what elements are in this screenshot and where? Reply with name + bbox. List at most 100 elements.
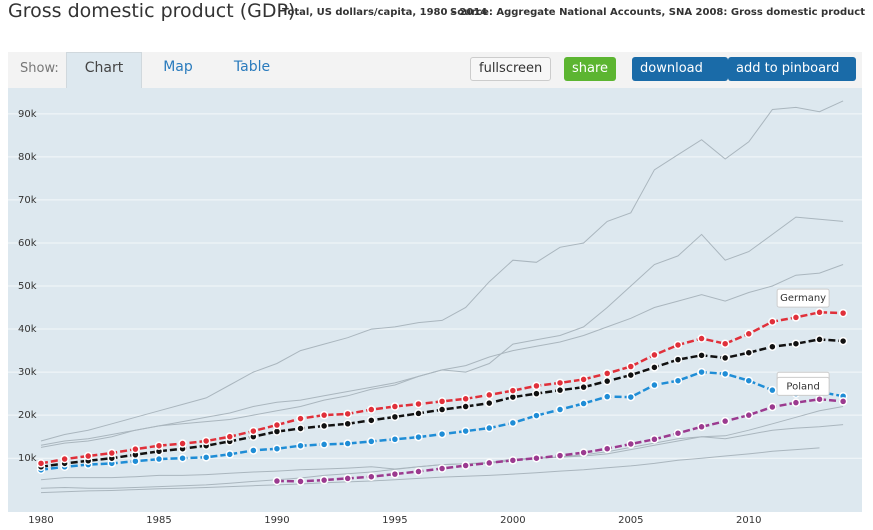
data-point	[815, 335, 824, 344]
data-point	[579, 448, 588, 457]
x-tick-label: 2000	[500, 515, 525, 526]
data-point	[225, 450, 235, 459]
data-point	[626, 362, 636, 371]
y-tick-label: 10k	[18, 453, 37, 464]
show-label: Show:	[20, 61, 59, 76]
data-point	[838, 397, 848, 406]
data-point	[602, 444, 612, 453]
data-point	[296, 424, 305, 433]
data-point	[414, 409, 423, 418]
data-point	[673, 428, 683, 438]
data-point	[83, 451, 93, 461]
toolbar: Show: Chart Map Table fullscreen share d…	[8, 52, 862, 89]
background-line	[40, 447, 820, 494]
data-point	[390, 435, 400, 444]
data-point	[697, 422, 706, 432]
data-point	[579, 382, 588, 392]
data-point	[532, 381, 541, 391]
data-point	[791, 339, 801, 348]
data-point	[602, 369, 612, 378]
series-label: Poland	[786, 381, 819, 392]
x-tick-label: 2010	[736, 515, 761, 526]
data-point	[697, 334, 706, 343]
data-point	[744, 376, 754, 385]
data-point	[815, 394, 824, 404]
y-tick-label: 30k	[18, 367, 37, 378]
source: Source: Aggregate National Accounts, SNA…	[450, 7, 865, 18]
x-tick-label: 1990	[264, 515, 289, 526]
chart-title: Gross domestic product (GDP)	[8, 0, 296, 22]
data-point	[367, 472, 376, 481]
background-line	[40, 264, 844, 448]
data-point	[367, 405, 376, 414]
data-point	[508, 456, 518, 465]
series-label-box	[776, 376, 830, 396]
data-point	[390, 412, 400, 422]
data-point	[768, 317, 777, 326]
data-point	[626, 392, 636, 402]
data-point	[579, 399, 588, 408]
data-point	[673, 355, 683, 364]
data-point	[555, 405, 565, 414]
data-point	[532, 411, 541, 420]
data-point	[36, 459, 46, 468]
chart-subtitle: Total, US dollars/capita, 1980 – 2014	[282, 7, 488, 18]
button[interactable]: share	[564, 57, 617, 81]
data-point	[343, 474, 352, 483]
data-point	[437, 405, 447, 414]
data-point	[461, 461, 470, 470]
data-point	[437, 464, 447, 473]
x-tick-label: 1980	[28, 515, 53, 526]
data-point	[602, 392, 612, 401]
data-point	[343, 409, 352, 419]
data-point	[626, 439, 636, 449]
button[interactable]: fullscreen	[470, 57, 552, 81]
y-tick-label: 50k	[18, 281, 37, 292]
data-point	[791, 398, 801, 407]
data-point	[154, 441, 164, 450]
y-tick-label: 70k	[18, 195, 37, 206]
data-point	[744, 329, 754, 339]
data-point	[319, 410, 329, 420]
data-point	[60, 454, 69, 464]
data-point	[437, 397, 447, 406]
data-point	[343, 439, 352, 448]
data-point	[650, 435, 659, 444]
tab[interactable]: Table	[233, 59, 271, 75]
data-point	[178, 453, 187, 463]
button[interactable]: add to pinboard	[728, 57, 856, 81]
data-point	[838, 308, 848, 318]
data-point	[319, 421, 329, 431]
data-point	[107, 448, 117, 458]
data-point	[720, 353, 730, 363]
tab[interactable]: Map	[163, 59, 193, 75]
data-point	[201, 436, 211, 446]
button[interactable]: download	[632, 57, 728, 81]
data-point	[720, 369, 730, 379]
data-point	[461, 394, 470, 404]
x-tick-label: 2005	[618, 515, 643, 526]
background-line	[40, 100, 844, 442]
data-point	[485, 458, 494, 468]
data-point	[414, 399, 423, 409]
y-tick-label: 90k	[18, 109, 37, 120]
data-point	[532, 453, 541, 463]
data-point	[838, 336, 848, 346]
x-tick-label: 1985	[146, 515, 171, 526]
data-point	[437, 429, 447, 439]
data-point	[602, 376, 612, 386]
data-point	[225, 432, 235, 441]
series-label-box	[776, 288, 830, 308]
data-point	[791, 313, 801, 322]
y-tick-label: 60k	[18, 238, 37, 249]
tab[interactable]: Chart	[66, 52, 142, 89]
data-point	[720, 339, 730, 348]
data-point	[390, 402, 400, 411]
data-point	[296, 477, 305, 486]
data-point	[461, 426, 470, 436]
y-tick-label: 20k	[18, 410, 37, 421]
data-point	[650, 363, 659, 372]
data-point	[650, 380, 659, 390]
